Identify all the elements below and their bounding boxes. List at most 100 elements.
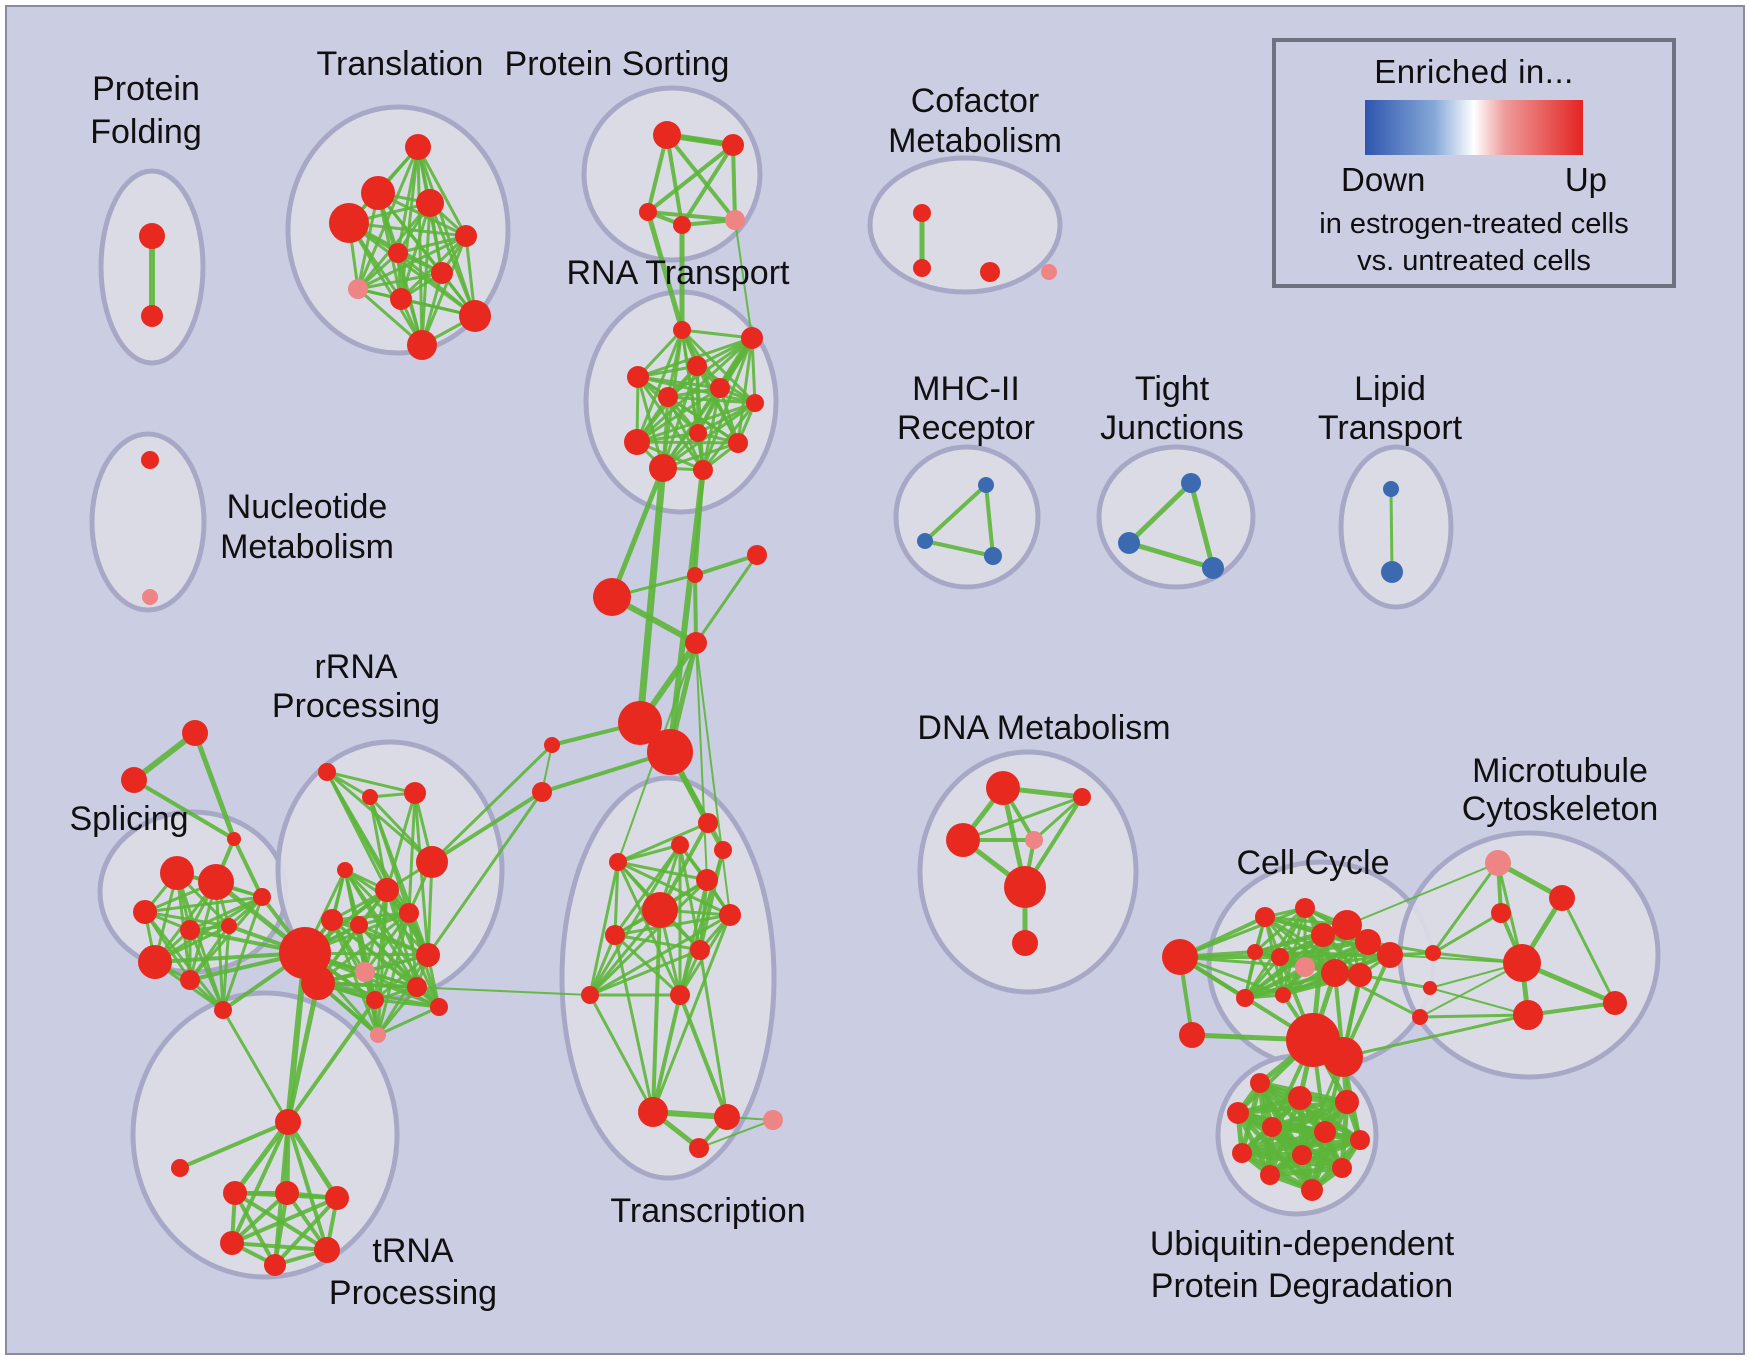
edge [1253, 906, 1307, 954]
gene-set-node-125 [1323, 1037, 1363, 1077]
edge [588, 908, 662, 997]
cluster-label-rrna-processing: rRNA Processing [272, 648, 440, 725]
gene-set-node-70 [321, 909, 343, 931]
legend-gradient-bar [1365, 100, 1583, 155]
edge [1267, 1165, 1345, 1178]
edge [153, 895, 264, 964]
edge [984, 483, 995, 558]
gene-set-node-52 [141, 451, 159, 469]
edge [1431, 861, 1500, 955]
gene-set-node-30 [624, 429, 650, 455]
gene-set-node-71 [350, 916, 368, 934]
edge [1235, 1099, 1350, 1116]
edge [609, 465, 666, 600]
gene-set-node-101 [714, 1104, 740, 1130]
edge [923, 539, 995, 558]
gene-set-node-122 [1348, 963, 1372, 987]
gene-set-node-57 [160, 856, 194, 890]
edge [680, 143, 735, 227]
gene-set-node-13 [653, 121, 681, 149]
edge [636, 375, 757, 405]
gene-set-node-90 [264, 1254, 286, 1276]
legend: Enriched in... Down Up in estrogen-treat… [1272, 38, 1676, 288]
gene-set-node-23 [741, 327, 763, 349]
gene-set-node-116 [1247, 944, 1263, 960]
gene-set-node-2 [405, 134, 431, 160]
gene-set-node-128 [1549, 885, 1575, 911]
cluster-ellipse-lipid-transport [1338, 444, 1454, 610]
gene-set-node-45 [917, 533, 933, 549]
gene-set-node-9 [348, 279, 368, 299]
edge [221, 924, 231, 1012]
gene-set-node-50 [1383, 481, 1399, 497]
gene-set-node-131 [1513, 1000, 1543, 1030]
gene-set-node-72 [375, 878, 399, 902]
cluster-label-ubiquitin-degradation: Ubiquitin-dependent Protein Degradation [1150, 1225, 1455, 1305]
gene-set-node-11 [459, 300, 491, 332]
nodes [121, 121, 1627, 1276]
edge [230, 1196, 339, 1245]
gene-set-node-75 [366, 991, 384, 1009]
cluster-ellipse-translation [285, 104, 511, 356]
cluster-ellipse-cofactor-metabolism [867, 155, 1063, 295]
edge [635, 440, 740, 445]
cluster-label-dna-metabolism: DNA Metabolism [917, 709, 1170, 747]
edge [636, 464, 667, 727]
edge [635, 328, 684, 444]
edge [695, 642, 708, 881]
gene-set-node-81 [301, 966, 335, 1000]
edge [613, 933, 682, 997]
edge [233, 1191, 277, 1267]
edge [635, 401, 757, 444]
cluster-label-cofactor-metabolism: Cofactor Metabolism [888, 82, 1062, 160]
cluster-label-lipid-transport: Lipid Transport [1318, 370, 1463, 447]
edge [665, 133, 737, 222]
edge [1389, 487, 1394, 574]
edge [588, 933, 617, 997]
gene-set-node-86 [275, 1181, 299, 1205]
gene-set-node-68 [404, 782, 426, 804]
gene-set-node-99 [670, 985, 690, 1005]
gene-set-node-31 [728, 433, 748, 453]
edge [325, 770, 434, 864]
edge [1431, 911, 1503, 955]
gene-set-node-37 [685, 632, 707, 654]
edge [368, 795, 389, 892]
gene-set-node-84 [171, 1159, 189, 1177]
edge [645, 209, 685, 333]
gene-set-node-93 [642, 892, 678, 928]
edge [1418, 1013, 1530, 1019]
gene-set-node-118 [1295, 957, 1315, 977]
edge [1341, 1013, 1530, 1059]
edge [368, 795, 430, 957]
cluster-label-tight-junctions: Tight Junctions [1100, 370, 1244, 447]
gene-set-node-107 [1025, 831, 1043, 849]
edge [416, 145, 468, 238]
edge [376, 911, 411, 1037]
edge [616, 821, 710, 864]
gene-set-node-97 [690, 940, 710, 960]
gene-set-node-29 [689, 424, 707, 442]
gene-set-node-103 [689, 1138, 709, 1158]
gene-set-node-92 [671, 836, 689, 854]
edge [1178, 955, 1285, 997]
gene-set-node-26 [658, 387, 678, 407]
gene-set-node-143 [1232, 1143, 1252, 1163]
gene-set-node-55 [121, 767, 147, 793]
gene-set-node-40 [544, 737, 560, 753]
gene-set-node-73 [399, 903, 419, 923]
gene-set-node-3 [361, 176, 395, 210]
gene-set-node-35 [747, 545, 767, 565]
edge [396, 251, 477, 318]
legend-down-label: Down [1341, 161, 1426, 198]
edge [376, 888, 389, 1037]
gene-set-node-106 [946, 823, 980, 857]
edge [588, 878, 709, 997]
edge [356, 271, 444, 291]
cluster-label-nucleotide-metabolism: Nucleotide Metabolism [220, 488, 394, 566]
gene-set-node-69 [337, 862, 353, 878]
gene-set-node-129 [1491, 903, 1511, 923]
gene-set-node-1 [141, 305, 163, 327]
edge [923, 483, 988, 543]
edge [588, 993, 655, 1114]
